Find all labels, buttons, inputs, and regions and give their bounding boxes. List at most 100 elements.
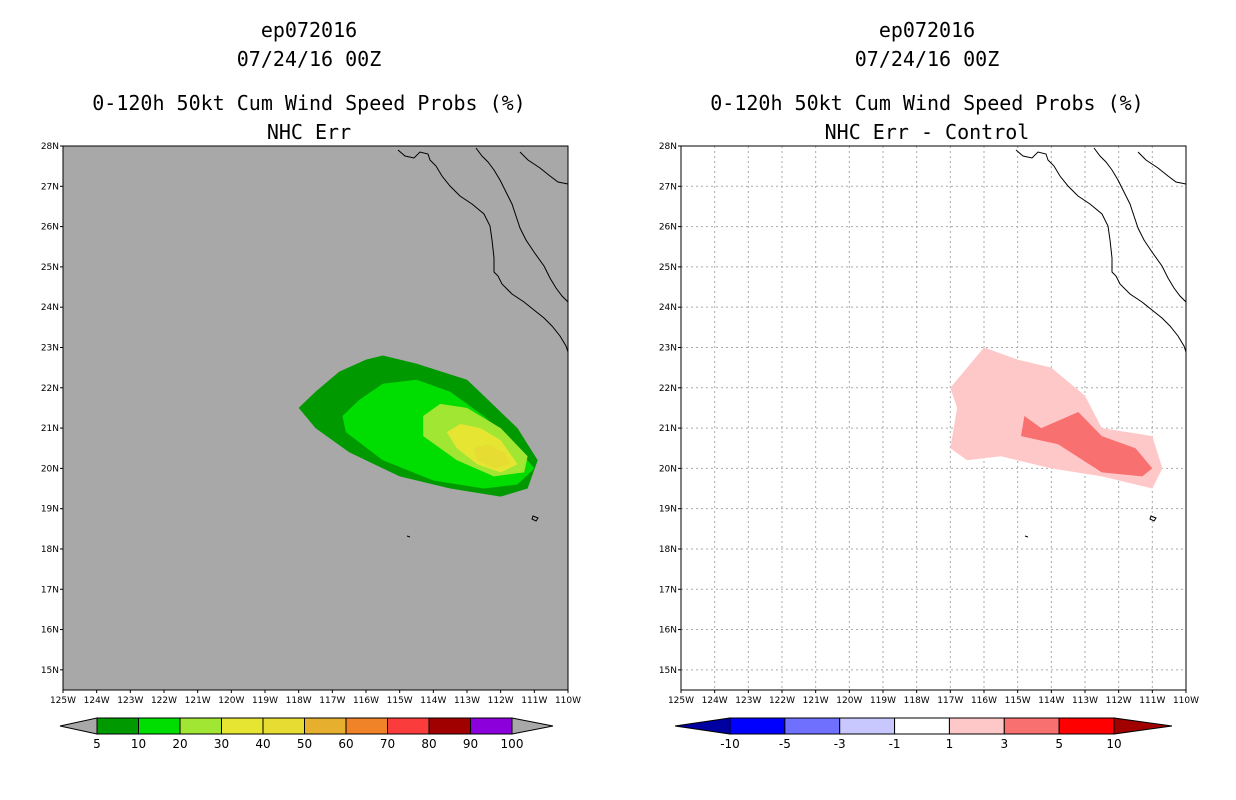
right-contour-3-5 (1021, 412, 1153, 477)
right-ytick-label: 20N (659, 464, 677, 474)
left-ytick-label: 22N (41, 384, 59, 394)
left-xtick-label: 112W (488, 696, 514, 706)
right-colorbar-high-arrow (1113, 717, 1173, 735)
left-xtick-label: 120W (218, 696, 244, 706)
left-colorbar-high-arrow (511, 717, 554, 735)
right-xtick-label: 114W (1038, 696, 1064, 706)
right-xtick-label: 118W (904, 696, 930, 706)
left-ytick-label: 24N (41, 303, 59, 313)
right-ytick-label: 21N (659, 424, 677, 434)
right-island-a (1149, 515, 1157, 522)
left-xtick-label: 122W (151, 696, 177, 706)
right-island-b (1024, 535, 1029, 538)
right-colorbar-swatch (1003, 717, 1060, 735)
left-colorbar-swatch (262, 717, 305, 735)
left-panel: ep072016 07/24/16 00Z 0-120h 50kt Cum Wi… (41, 18, 581, 751)
right-colorbar-swatch (784, 717, 841, 735)
left-ytick-label: 23N (41, 343, 59, 353)
right-ytick-label: 23N (659, 343, 677, 353)
left-xtick-label: 110W (555, 696, 581, 706)
left-xtick-label: 111W (521, 696, 547, 706)
right-xtick-label: 124W (702, 696, 728, 706)
right-xtick-label: 117W (937, 696, 963, 706)
left-xtick-label: 116W (353, 696, 379, 706)
left-colorbar-label: 60 (338, 737, 353, 751)
right-xtick-label: 122W (769, 696, 795, 706)
left-colorbar-label: 90 (463, 737, 478, 751)
left-xtick-label: 113W (454, 696, 480, 706)
left-xtick-label: 115W (387, 696, 413, 706)
left-ytick-label: 20N (41, 464, 59, 474)
right-colorbar-low-arrow (674, 717, 731, 735)
right-axis-ticks: 125W 124W 123W 122W 121W 120W 119W 118W 117W 116W… (659, 142, 1199, 706)
left-colorbar-swatch (96, 717, 139, 735)
right-colorbar-swatch (1058, 717, 1115, 735)
right-xtick-label: 111W (1139, 696, 1165, 706)
right-ytick-label: 18N (659, 545, 677, 555)
left-colorbar-label: 50 (297, 737, 312, 751)
right-xtick-label: 120W (836, 696, 862, 706)
right-map-background (681, 146, 1186, 690)
left-coastline (397, 147, 568, 538)
left-colorbar-label: 20 (172, 737, 187, 751)
left-ytick-label: 28N (41, 142, 59, 152)
left-map-frame (62, 145, 569, 691)
right-coastline (1015, 147, 1186, 538)
left-title-storm: ep072016 (261, 18, 357, 42)
right-map-frame (680, 145, 1187, 691)
left-ytick-label: 18N (41, 545, 59, 555)
left-title-date: 07/24/16 00Z (237, 47, 382, 71)
left-coast-mainland (397, 149, 568, 353)
left-colorbar-label: 5 (93, 737, 101, 751)
left-axis-ticks: 125W 124W 123W 122W 121W 120W 119W 118W 117W 116W… (41, 142, 581, 706)
right-colorbar-swatch (729, 717, 786, 735)
left-colorbar-swatch (470, 717, 513, 735)
left-xtick-label: 123W (117, 696, 143, 706)
right-coast-mainland (1015, 149, 1186, 353)
right-ytick-label: 26N (659, 223, 677, 233)
left-xtick-label: 117W (319, 696, 345, 706)
left-colorbar-label: 70 (380, 737, 395, 751)
right-xtick-label: 116W (971, 696, 997, 706)
right-colorbar-swatch (948, 717, 1005, 735)
right-title-storm: ep072016 (879, 18, 975, 42)
right-colorbar-label: 5 (1055, 737, 1063, 751)
left-xtick-label: 119W (252, 696, 278, 706)
right-xtick-label: 119W (870, 696, 896, 706)
right-colorbar: -10 -5 -3 -1 1 3 5 10 (674, 717, 1173, 751)
left-ytick-label: 17N (41, 585, 59, 595)
left-colorbar-label: 80 (421, 737, 436, 751)
right-xtick-label: 112W (1106, 696, 1132, 706)
left-island-a (531, 515, 539, 522)
left-title-subtitle: NHC Err (267, 120, 351, 144)
left-island-b (406, 535, 411, 538)
left-colorbar-swatch (345, 717, 388, 735)
right-xtick-label: 121W (803, 696, 829, 706)
right-coast-gulf (1137, 151, 1186, 185)
right-colorbar-label: 3 (1000, 737, 1008, 751)
left-colorbar-swatch (179, 717, 222, 735)
left-colorbar-swatch (304, 717, 347, 735)
left-colorbar-label: 100 (501, 737, 524, 751)
right-colorbar-swatch (839, 717, 896, 735)
right-colorbar-label: -5 (779, 737, 791, 751)
right-ytick-label: 28N (659, 142, 677, 152)
right-colorbar-swatch (894, 717, 950, 735)
left-colorbar-swatch (387, 717, 430, 735)
right-colorbar-label: 10 (1106, 737, 1121, 751)
right-xtick-label: 113W (1072, 696, 1098, 706)
right-ytick-label: 19N (659, 505, 677, 515)
right-ytick-label: 17N (659, 585, 677, 595)
left-title-product: 0-120h 50kt Cum Wind Speed Probs (%) (92, 91, 525, 115)
right-ytick-label: 24N (659, 303, 677, 313)
right-colorbar-label: 1 (946, 737, 954, 751)
left-ytick-label: 25N (41, 263, 59, 273)
right-title-date: 07/24/16 00Z (855, 47, 1000, 71)
right-title-product: 0-120h 50kt Cum Wind Speed Probs (%) (710, 91, 1143, 115)
right-panel: ep072016 07/24/16 00Z 0-120h 50kt Cum Wi… (659, 18, 1199, 751)
left-coast-gulf (519, 151, 568, 185)
left-ytick-label: 26N (41, 223, 59, 233)
left-colorbar-label: 30 (214, 737, 229, 751)
left-colorbar-label: 10 (131, 737, 146, 751)
